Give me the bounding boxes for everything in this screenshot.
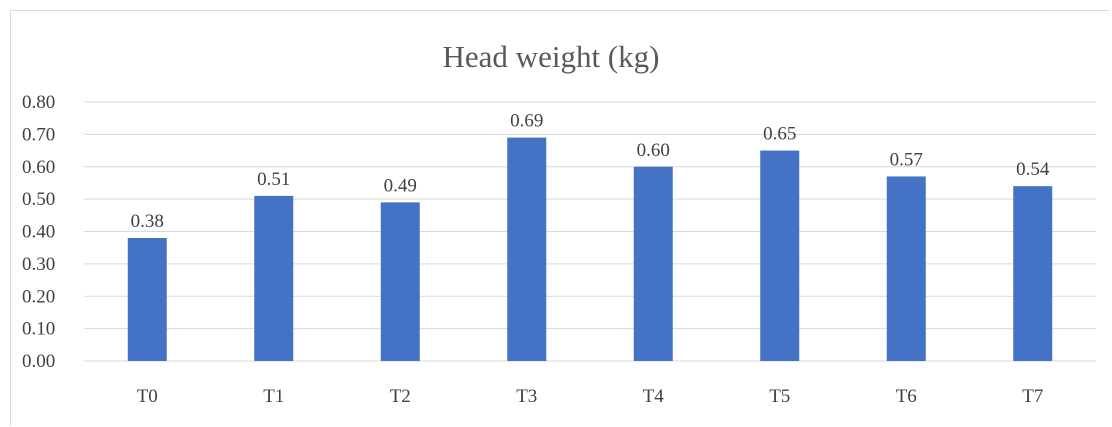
bar-t7 — [1013, 186, 1053, 361]
y-tick-label: 0.60 — [22, 157, 55, 178]
y-tick-label: 0.00 — [22, 351, 55, 372]
x-axis-ticks: T0 T1 T2 T3 T4 T5 T6 T7 — [137, 386, 1044, 407]
x-tick-label-t6: T6 — [896, 386, 917, 407]
data-label-t4: 0.60 — [637, 140, 670, 161]
bar-t4 — [633, 166, 673, 361]
y-axis-ticks: 0.00 0.10 0.20 0.30 0.40 0.50 0.60 0.70 0.80 — [22, 92, 55, 372]
chart-frame — [10, 10, 1109, 426]
x-tick-label-t7: T7 — [1022, 386, 1043, 407]
data-label-t3: 0.69 — [510, 111, 543, 132]
x-tick-label-t3: T3 — [516, 386, 537, 407]
data-label-t1: 0.51 — [257, 169, 290, 190]
x-tick-label-t0: T0 — [137, 386, 158, 407]
y-tick-label: 0.50 — [22, 189, 55, 210]
bar-t2 — [380, 202, 420, 361]
bar-t6 — [886, 176, 926, 361]
data-label-t6: 0.57 — [890, 149, 923, 170]
data-label-t7: 0.54 — [1016, 159, 1050, 180]
x-tick-label-t4: T4 — [643, 386, 665, 407]
bar-t0 — [127, 237, 167, 361]
bar-t5 — [760, 150, 800, 361]
bar-t3 — [507, 137, 547, 361]
y-tick-label: 0.80 — [22, 92, 55, 113]
bar-t1 — [254, 195, 294, 361]
data-labels: 0.38 0.51 0.49 0.69 0.60 0.65 0.57 0.54 — [131, 111, 1050, 232]
y-tick-label: 0.40 — [22, 222, 55, 243]
x-tick-label-t2: T2 — [390, 386, 411, 407]
data-label-t2: 0.49 — [384, 175, 417, 196]
x-tick-label-t1: T1 — [263, 386, 284, 407]
y-tick-label: 0.70 — [22, 124, 55, 145]
y-tick-label: 0.10 — [22, 319, 55, 340]
gridlines — [84, 101, 1096, 362]
data-label-t0: 0.38 — [131, 211, 164, 232]
data-label-t5: 0.65 — [763, 124, 796, 145]
chart-title: Head weight (kg) — [443, 39, 660, 74]
y-tick-label: 0.20 — [22, 286, 55, 307]
x-tick-label-t5: T5 — [769, 386, 790, 407]
bars — [127, 137, 1053, 361]
y-tick-label: 0.30 — [22, 254, 55, 275]
